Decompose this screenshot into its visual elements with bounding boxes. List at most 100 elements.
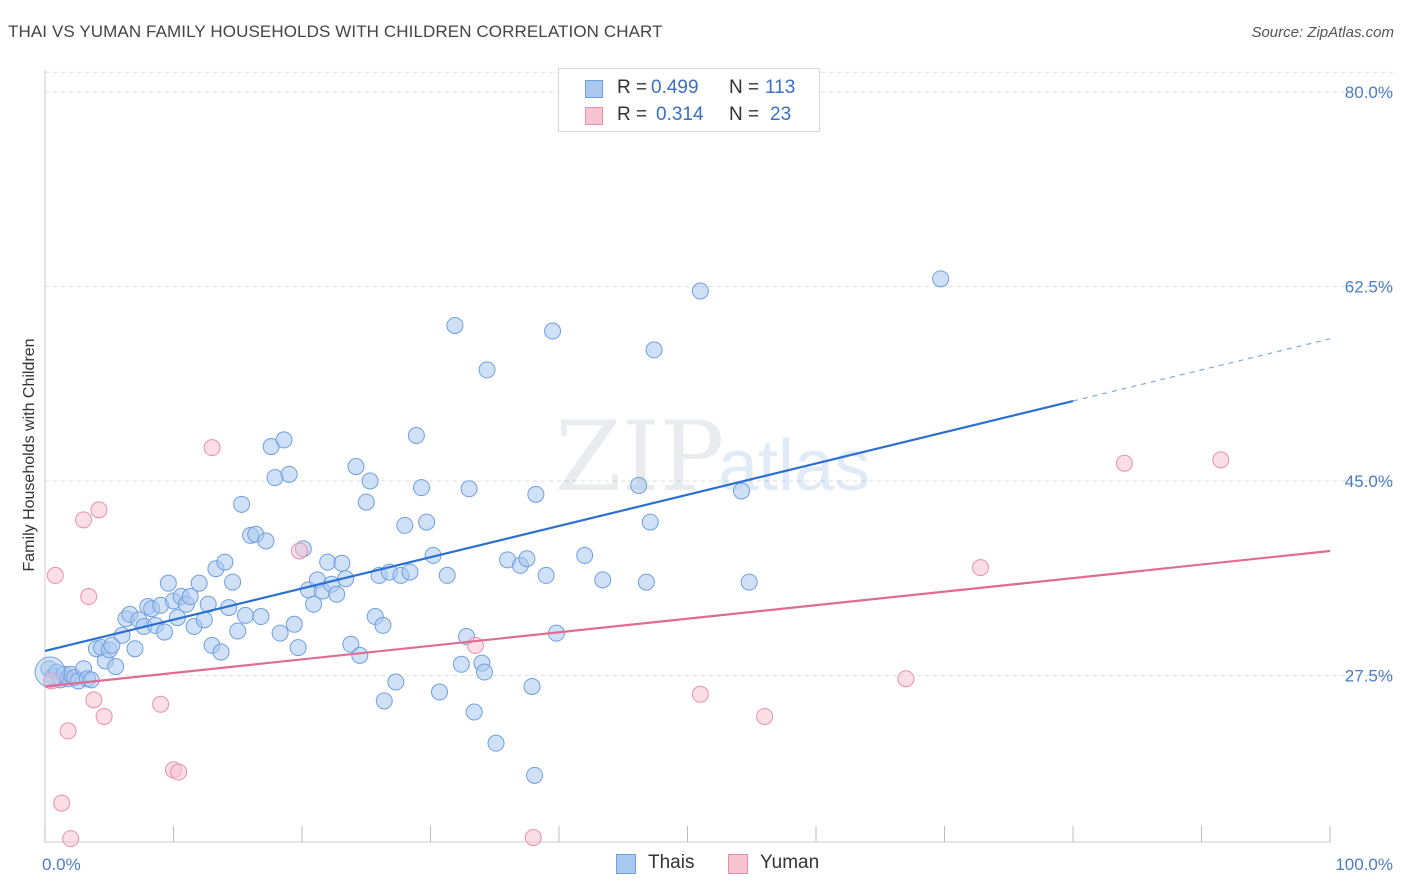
legend-r-label: R = — [617, 77, 648, 98]
point-yuman — [95, 707, 113, 725]
point-thais — [342, 635, 360, 653]
point-thais — [478, 361, 496, 379]
axes — [44, 70, 1331, 843]
point-thais — [375, 692, 393, 710]
legend-swatch-thais — [585, 80, 603, 98]
y-tick-label: 27.5% — [1345, 666, 1393, 685]
point-thais — [932, 270, 950, 288]
point-thais — [446, 316, 464, 334]
point-yuman — [152, 695, 170, 713]
point-thais — [236, 606, 254, 624]
point-thais — [374, 616, 392, 634]
point-yuman — [897, 670, 915, 688]
point-thais — [82, 671, 100, 689]
point-thais — [740, 573, 758, 591]
legend-n-value: 23 — [770, 104, 792, 125]
point-thais — [396, 516, 414, 534]
x-tick-label: 0.0% — [42, 855, 81, 874]
point-thais — [576, 546, 594, 564]
point-yuman — [756, 707, 774, 725]
point-thais — [460, 480, 478, 498]
point-thais — [407, 426, 425, 444]
point-thais — [691, 282, 709, 300]
series-thais — [40, 270, 950, 784]
point-thais — [544, 322, 562, 340]
point-thais — [413, 479, 431, 497]
point-thais — [732, 482, 750, 500]
legend-n-label: N = — [729, 104, 760, 125]
x-tick-label: 100.0% — [1335, 855, 1393, 874]
point-thais — [594, 571, 612, 589]
stats-legend: R = 0.499 N = 113 R = 0.314 N = 23 — [558, 68, 820, 132]
point-thais-cluster — [34, 656, 66, 688]
y-tick-label: 45.0% — [1345, 472, 1393, 491]
point-yuman — [46, 566, 64, 584]
point-thais — [159, 574, 177, 592]
legend-swatch-yuman — [585, 107, 603, 125]
data-points — [34, 270, 1230, 848]
point-yuman — [1212, 451, 1230, 469]
point-thais — [190, 574, 208, 592]
point-thais — [361, 472, 379, 490]
point-yuman — [80, 588, 98, 606]
point-thais — [319, 553, 337, 571]
point-thais — [637, 573, 655, 591]
point-thais — [630, 476, 648, 494]
trend-extension-thais — [1072, 338, 1331, 402]
point-thais — [280, 465, 298, 483]
trend-line-thais — [44, 399, 1074, 653]
point-yuman — [203, 439, 221, 457]
point-thais — [537, 566, 555, 584]
bottom-swatch-thais — [616, 854, 636, 874]
legend-r-value: 0.499 — [651, 77, 699, 98]
point-thais — [233, 495, 251, 513]
point-thais — [452, 655, 470, 673]
point-thais — [347, 458, 365, 476]
point-thais — [487, 734, 505, 752]
gridlines — [45, 71, 1395, 676]
point-thais — [526, 766, 544, 784]
point-yuman — [524, 829, 542, 847]
point-thais — [465, 703, 483, 721]
point-thais — [641, 513, 659, 531]
point-yuman — [59, 722, 77, 740]
point-thais — [351, 646, 369, 664]
point-thais — [645, 341, 663, 359]
point-thais — [271, 624, 289, 642]
bottom-label-yuman: Yuman — [760, 852, 820, 873]
point-thais — [156, 623, 174, 641]
trend-lines — [44, 338, 1331, 688]
x-tick-labels: 0.0% 100.0% — [42, 855, 1393, 874]
point-thais — [224, 573, 242, 591]
watermark: ZIP atlas — [555, 401, 870, 513]
point-yuman — [53, 794, 71, 812]
point-yuman — [1115, 454, 1133, 472]
bottom-swatch-yuman — [728, 854, 748, 874]
legend-r-label: R = — [617, 104, 648, 125]
series-yuman — [42, 439, 1230, 848]
legend-r-value: 0.314 — [656, 104, 704, 125]
point-thais — [518, 550, 536, 568]
point-thais — [387, 673, 405, 691]
point-yuman — [85, 691, 103, 709]
point-thais — [103, 636, 121, 654]
legend-n-label: N = — [729, 77, 760, 98]
point-thais — [212, 643, 230, 661]
y-tick-label: 80.0% — [1345, 83, 1393, 102]
legend-n-value: 113 — [765, 77, 796, 98]
point-thais — [252, 608, 270, 626]
point-yuman — [170, 763, 188, 781]
point-thais — [285, 615, 303, 633]
point-thais — [181, 588, 199, 606]
point-thais — [357, 493, 375, 511]
point-yuman — [62, 830, 80, 848]
point-thais — [475, 663, 493, 681]
bottom-label-thais: Thais — [648, 852, 695, 873]
point-yuman — [290, 542, 308, 560]
y-tick-label: 62.5% — [1345, 278, 1393, 297]
point-thais — [333, 554, 351, 572]
point-thais — [107, 657, 125, 675]
trend-line-yuman — [44, 549, 1331, 688]
point-thais — [126, 640, 144, 658]
